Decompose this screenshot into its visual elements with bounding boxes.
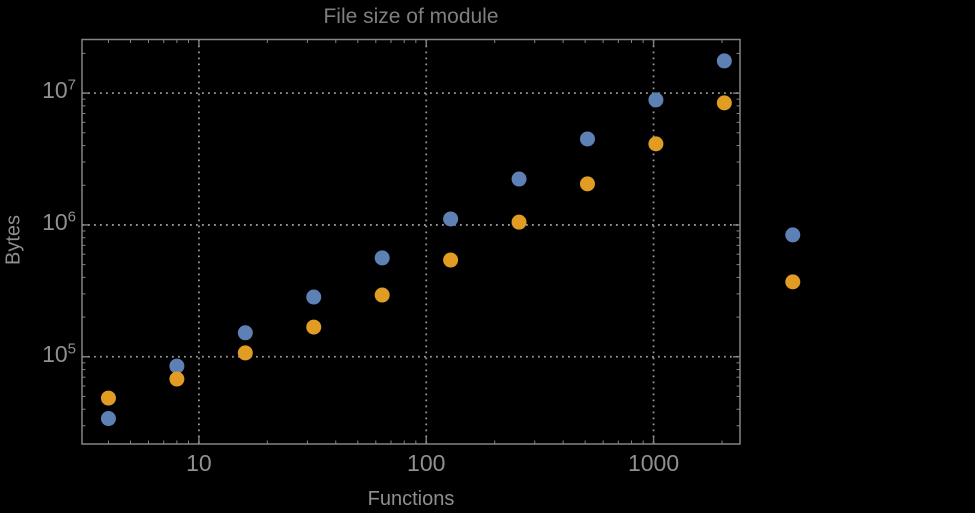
data-point-blue bbox=[785, 227, 801, 243]
y-tick-label: 106 bbox=[42, 208, 76, 235]
data-point-blue bbox=[169, 358, 185, 374]
data-point-orange bbox=[785, 274, 801, 290]
data-point-blue bbox=[648, 92, 664, 108]
data-point-blue bbox=[511, 171, 527, 187]
data-point-blue bbox=[306, 289, 322, 305]
data-point-orange bbox=[306, 319, 322, 335]
data-point-orange bbox=[716, 95, 732, 111]
data-point-blue bbox=[443, 211, 459, 227]
data-point-orange bbox=[648, 136, 664, 152]
series-blue-points bbox=[100, 53, 801, 427]
x-tick-label: 10 bbox=[186, 450, 212, 476]
series-orange-points bbox=[100, 95, 801, 406]
data-point-orange bbox=[169, 371, 185, 387]
data-point-orange bbox=[237, 345, 253, 361]
y-tick-label: 105 bbox=[42, 340, 76, 367]
chart-title: File size of module bbox=[323, 5, 499, 28]
data-point-orange bbox=[579, 176, 595, 192]
data-point-blue bbox=[716, 53, 732, 69]
data-point-orange bbox=[511, 214, 527, 230]
data-point-orange bbox=[443, 252, 459, 268]
frame-ticks bbox=[82, 39, 740, 444]
data-point-orange bbox=[374, 287, 390, 303]
data-point-blue bbox=[100, 411, 116, 427]
data-point-blue bbox=[237, 325, 253, 341]
data-point-blue bbox=[374, 250, 390, 266]
y-tick-label: 107 bbox=[42, 76, 76, 104]
x-tick-label: 1000 bbox=[627, 450, 680, 476]
x-tick-label: 100 bbox=[407, 450, 446, 476]
plot-frame bbox=[81, 38, 741, 445]
data-point-blue bbox=[579, 131, 595, 147]
data-point-orange bbox=[100, 390, 116, 406]
x-axis-label: Functions bbox=[367, 488, 455, 510]
